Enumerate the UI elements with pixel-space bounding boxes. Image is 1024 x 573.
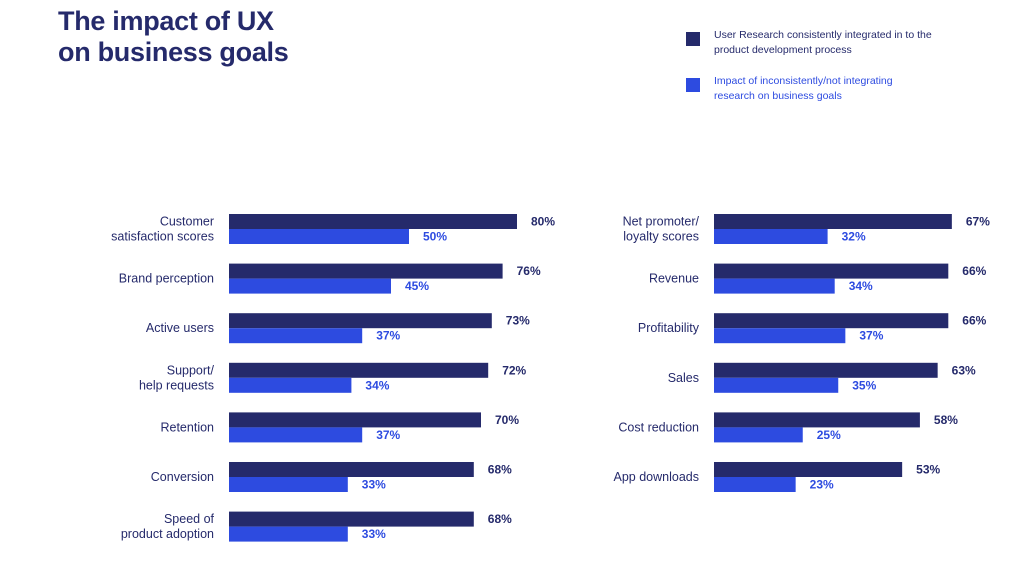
category-label-p1-5: Conversion (151, 470, 214, 484)
category-label-p1-3: Support/help requests (139, 363, 215, 392)
data-label-p1-4-s0: 70% (495, 413, 519, 427)
data-label-p2-1-s1: 34% (849, 279, 873, 293)
bar-p2-4-s1 (714, 427, 803, 443)
data-label-p2-5-s1: 23% (810, 478, 834, 492)
data-label-p2-0-s0: 67% (966, 215, 990, 229)
data-label-p1-3-s0: 72% (502, 363, 526, 377)
bar-p1-4-s1 (229, 427, 363, 443)
category-label-p1-6: Speed of product adoption (121, 512, 215, 541)
category-label-p2-0: Net promoter/loyalty scores (623, 215, 700, 244)
data-label-p2-5-s0: 53% (916, 463, 940, 477)
data-label-p1-3-s1: 34% (365, 378, 389, 392)
category-label-p2-3: Sales (668, 371, 699, 385)
bar-p1-1-s1 (229, 278, 391, 294)
bar-p2-2-s0 (714, 313, 949, 329)
legend-label-integrated: User Research consistently integrated in… (714, 29, 932, 56)
title-line-2: on business goals (58, 37, 289, 67)
bar-p1-4-s0 (229, 412, 481, 428)
bar-p2-3-s1 (714, 377, 839, 393)
legend-swatch-not-integrated (686, 78, 700, 92)
bar-p2-2-s1 (714, 328, 846, 344)
category-label-p2-5: App downloads (614, 470, 699, 484)
data-label-p2-0-s1: 32% (842, 230, 866, 244)
data-label-p2-2-s0: 66% (962, 314, 986, 328)
bar-p1-2-s1 (229, 328, 363, 344)
bar-p1-1-s0 (229, 263, 503, 279)
data-label-p2-1-s0: 66% (962, 264, 986, 278)
data-label-p1-4-s1: 37% (376, 428, 400, 442)
legend-swatch-integrated (686, 32, 700, 46)
category-label-p2-2: Profitability (638, 321, 700, 335)
bar-p1-6-s1 (229, 526, 348, 542)
data-label-p1-0-s1: 50% (423, 230, 447, 244)
bar-p2-0-s1 (714, 229, 828, 244)
page-title: The impact of UX on business goals (58, 6, 289, 68)
data-label-p1-2-s1: 37% (376, 329, 400, 343)
category-label-p1-2: Active users (146, 321, 214, 335)
data-label-p1-6-s0: 68% (488, 512, 512, 526)
data-label-p2-3-s1: 35% (852, 378, 876, 392)
category-label-p1-0: Customer satisfaction scores (111, 215, 214, 244)
bar-p1-5-s1 (229, 477, 348, 492)
bar-p1-3-s0 (229, 362, 489, 378)
data-label-p1-5-s1: 33% (362, 478, 386, 492)
bar-p2-1-s1 (714, 278, 835, 294)
data-label-p1-0-s0: 80% (531, 215, 555, 229)
bar-p1-0-s0 (229, 214, 517, 229)
legend-label-not-integrated: Impact of inconsistently/not integrating… (714, 75, 893, 102)
title-line-1: The impact of UX (58, 6, 274, 36)
bar-p2-0-s0 (714, 214, 952, 229)
bar-p1-6-s0 (229, 511, 474, 527)
data-label-p1-1-s0: 76% (517, 264, 541, 278)
data-label-p1-5-s0: 68% (488, 463, 512, 477)
bar-p1-0-s1 (229, 229, 409, 244)
data-label-p1-1-s1: 45% (405, 279, 429, 293)
category-label-p2-1: Revenue (649, 272, 699, 286)
data-label-p2-2-s1: 37% (859, 329, 883, 343)
data-label-p2-4-s0: 58% (934, 413, 958, 427)
bar-p2-1-s0 (714, 263, 949, 279)
bar-p2-4-s0 (714, 412, 920, 428)
bar-p2-3-s0 (714, 362, 938, 378)
category-label-p1-1: Brand perception (119, 272, 214, 286)
data-label-p1-6-s1: 33% (362, 527, 386, 541)
bar-p1-2-s0 (229, 313, 492, 329)
category-label-p1-4: Retention (160, 420, 214, 434)
bar-p1-5-s0 (229, 462, 474, 477)
bar-p1-3-s1 (229, 377, 352, 393)
data-label-p1-2-s0: 73% (506, 314, 530, 328)
category-label-p2-4: Cost reduction (618, 420, 699, 434)
bar-p2-5-s1 (714, 477, 796, 492)
data-label-p2-3-s0: 63% (952, 363, 976, 377)
data-label-p2-4-s1: 25% (817, 428, 841, 442)
bar-p2-5-s0 (714, 462, 903, 477)
